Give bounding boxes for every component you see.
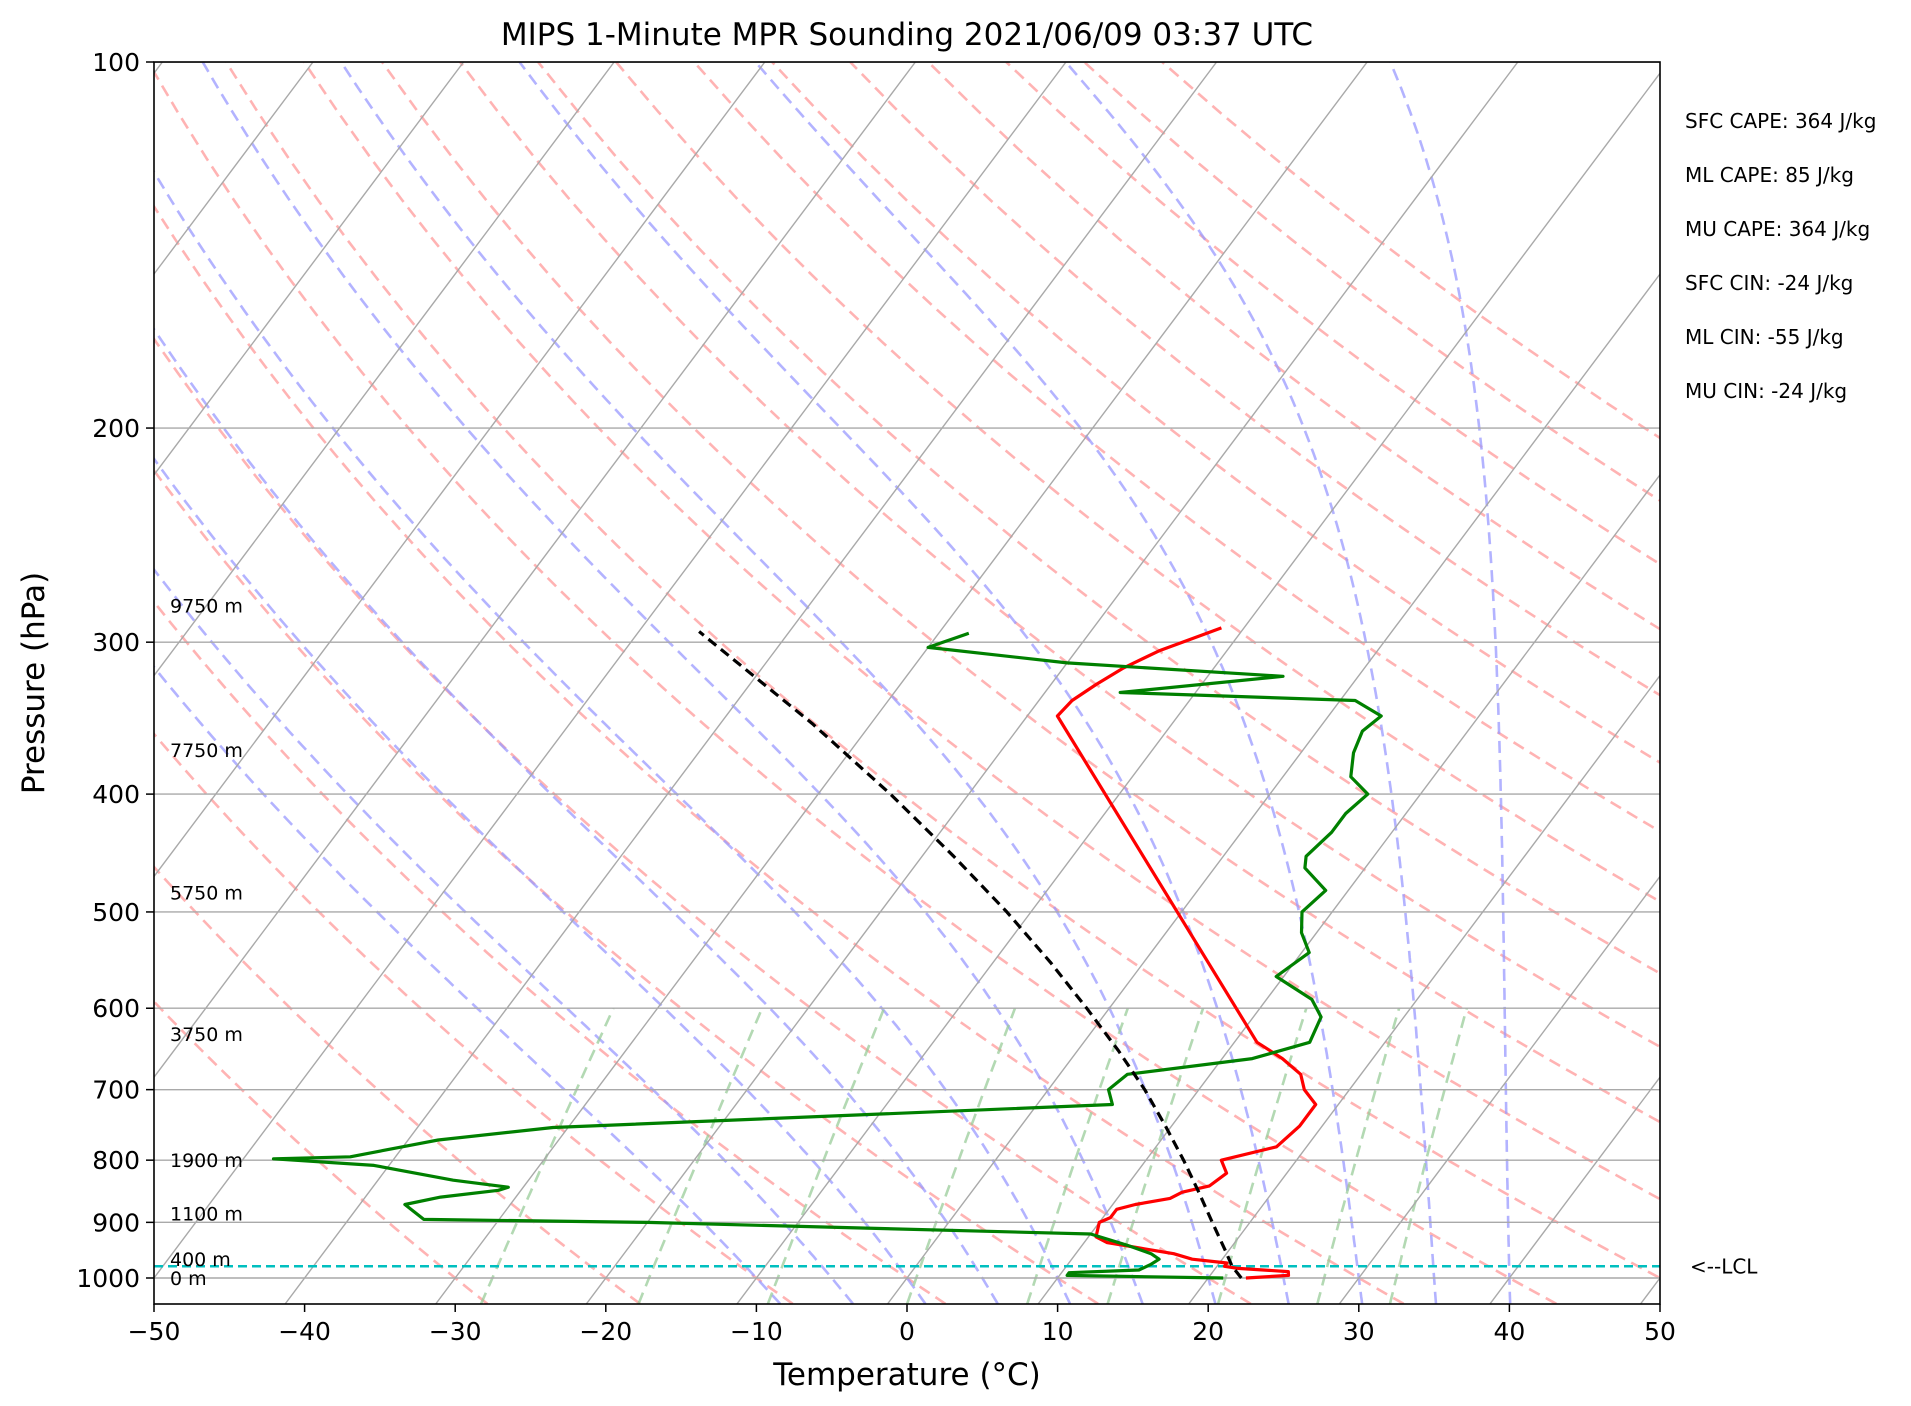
height-label: 1900 m — [170, 1150, 243, 1172]
dry-adiabat — [615, 62, 1660, 904]
x-tick-label: −30 — [429, 1317, 482, 1346]
height-label: 9750 m — [170, 596, 243, 618]
moist-adiabat — [154, 664, 782, 1304]
y-tick-label: 500 — [92, 898, 140, 927]
y-tick-label: 300 — [92, 628, 140, 657]
y-tick-label: 900 — [92, 1208, 140, 1237]
dry-adiabat — [154, 468, 1099, 1304]
y-tick-label: 600 — [92, 994, 140, 1023]
dry-adiabat — [154, 69, 1557, 1304]
isotherm — [1037, 473, 1660, 1304]
moist-adiabat — [154, 326, 999, 1304]
x-tick-label: 30 — [1343, 1317, 1375, 1346]
plot-frame — [153, 61, 1661, 1305]
x-tick-label: 20 — [1192, 1317, 1224, 1346]
mixing-ratio-line — [905, 1007, 1017, 1304]
profile-lines — [271, 626, 1383, 1280]
isotherm — [284, 62, 1218, 1304]
height-label: 1100 m — [170, 1203, 243, 1225]
y-tick-label: 700 — [92, 1076, 140, 1105]
isotherm — [154, 62, 314, 276]
dry-adiabat — [154, 865, 641, 1304]
x-axis-title: Temperature (°C) — [772, 1357, 1041, 1393]
index-label: MU CAPE: 364 J/kg — [1685, 217, 1870, 241]
parcel-profile — [698, 630, 1243, 1279]
mixing-ratio-line — [1106, 1007, 1205, 1304]
y-axis-title: Pressure (hPa) — [16, 572, 52, 794]
mixing-ratio-line — [1388, 1007, 1469, 1304]
isotherm — [154, 62, 1067, 1280]
lcl-label: <--LCL — [1690, 1254, 1758, 1278]
isotherm — [154, 62, 916, 1079]
x-tick-label: −20 — [579, 1317, 632, 1346]
isotherm — [154, 62, 615, 677]
dry-adiabat — [154, 999, 489, 1304]
y-tick-label: 400 — [92, 780, 140, 809]
dry-adiabat — [154, 204, 1405, 1304]
isotherm — [1489, 1076, 1660, 1304]
isotherm — [154, 62, 465, 476]
x-tick-label: 10 — [1042, 1317, 1074, 1346]
moist-adiabat — [1064, 62, 1438, 1304]
isotherm — [1338, 875, 1660, 1304]
moist-adiabat — [754, 62, 1364, 1304]
height-label: 3750 m — [170, 1024, 243, 1046]
moist-adiabat — [154, 456, 927, 1304]
isotherm — [585, 62, 1519, 1304]
x-tick-label: 50 — [1644, 1317, 1676, 1346]
background-lines — [154, 62, 1660, 1304]
y-tick-label: 1000 — [76, 1264, 140, 1293]
isotherm — [1188, 674, 1660, 1304]
moist-adiabat — [201, 62, 1144, 1304]
x-tick-label: −40 — [278, 1317, 331, 1346]
index-label: MU CIN: -24 J/kg — [1685, 379, 1847, 403]
dry-adiabat — [927, 62, 1660, 631]
dry-adiabat — [154, 336, 1252, 1304]
height-label: 0 m — [170, 1268, 207, 1290]
moist-adiabat — [339, 62, 1217, 1304]
moist-adiabat — [1389, 62, 1512, 1304]
index-label: ML CAPE: 85 J/kg — [1685, 163, 1854, 187]
mixing-ratio-line — [1216, 1007, 1308, 1304]
x-tick-label: −50 — [128, 1317, 181, 1346]
dry-adiabat — [459, 62, 1660, 1049]
moist-adiabat — [518, 62, 1290, 1304]
isotherm — [887, 272, 1660, 1304]
mixing-ratio-line — [1316, 1007, 1401, 1304]
index-label: SFC CIN: -24 J/kg — [1685, 271, 1853, 295]
dry-adiabat — [693, 62, 1660, 833]
dry-adiabat — [303, 62, 1660, 1201]
height-label: 400 m — [170, 1249, 231, 1271]
mixing-ratio-line — [766, 1007, 886, 1304]
isotherm — [435, 62, 1368, 1304]
dry-adiabat — [849, 62, 1660, 697]
x-tick-label: −10 — [730, 1317, 783, 1346]
y-tick-label: 200 — [92, 414, 140, 443]
moist-adiabat — [154, 169, 1072, 1304]
chart-title: MIPS 1-Minute MPR Sounding 2021/06/09 03… — [501, 17, 1313, 53]
index-label: ML CIN: -55 J/kg — [1685, 325, 1844, 349]
y-tick-label: 100 — [92, 48, 140, 77]
dry-adiabat — [154, 599, 947, 1304]
mixing-ratio-line — [1026, 1007, 1130, 1304]
y-tick-label: 800 — [92, 1146, 140, 1175]
height-label: 7750 m — [170, 740, 243, 762]
height-label: 5750 m — [170, 883, 243, 905]
dry-adiabat — [225, 62, 1660, 1280]
x-tick-label: 0 — [899, 1317, 915, 1346]
labels: −50 −40 −30 −20 −10 0 10 20 30 40 50 100 200 300 400 50… — [76, 48, 1876, 1346]
mixing-ratio-line — [479, 1007, 615, 1304]
isotherm — [154, 62, 766, 878]
index-label: SFC CAPE: 364 J/kg — [1685, 109, 1876, 133]
moist-adiabat — [154, 567, 854, 1304]
mixing-ratio-line — [637, 1007, 764, 1304]
temperature-profile — [1055, 626, 1318, 1280]
dewpoint-profile — [271, 631, 1383, 1280]
x-tick-label: 40 — [1493, 1317, 1525, 1346]
